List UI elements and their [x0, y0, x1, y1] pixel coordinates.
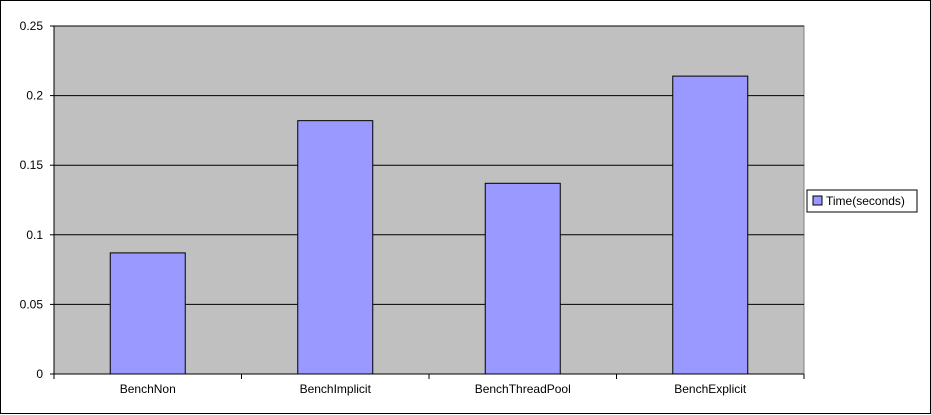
y-tick-label: 0.25	[20, 19, 44, 33]
legend: Time(seconds)	[806, 189, 918, 213]
x-tick-label: BenchExplicit	[674, 382, 747, 396]
y-tick-label: 0	[36, 367, 43, 381]
x-tick-label: BenchNon	[120, 382, 176, 396]
legend-swatch	[812, 195, 823, 206]
bars	[109, 75, 749, 375]
y-tick-label: 0.2	[26, 89, 43, 103]
bar	[109, 252, 186, 375]
bar	[297, 120, 374, 375]
y-tick-label: 0.05	[20, 297, 44, 311]
y-tick-label: 0.15	[20, 158, 44, 172]
bar	[484, 182, 561, 375]
legend-box	[806, 189, 918, 213]
y-tick-label: 0.1	[26, 228, 43, 242]
x-tick-labels: BenchNon BenchImplicit BenchThreadPool Benc…	[120, 382, 747, 396]
x-tick-label: BenchImplicit	[300, 382, 372, 396]
legend-label: Time(seconds)	[826, 194, 905, 208]
axes	[50, 25, 805, 379]
x-tick-label: BenchThreadPool	[475, 382, 571, 396]
y-tick-labels: 0 0.05 0.1 0.15 0.2 0.25	[20, 19, 44, 381]
bar	[672, 75, 749, 375]
